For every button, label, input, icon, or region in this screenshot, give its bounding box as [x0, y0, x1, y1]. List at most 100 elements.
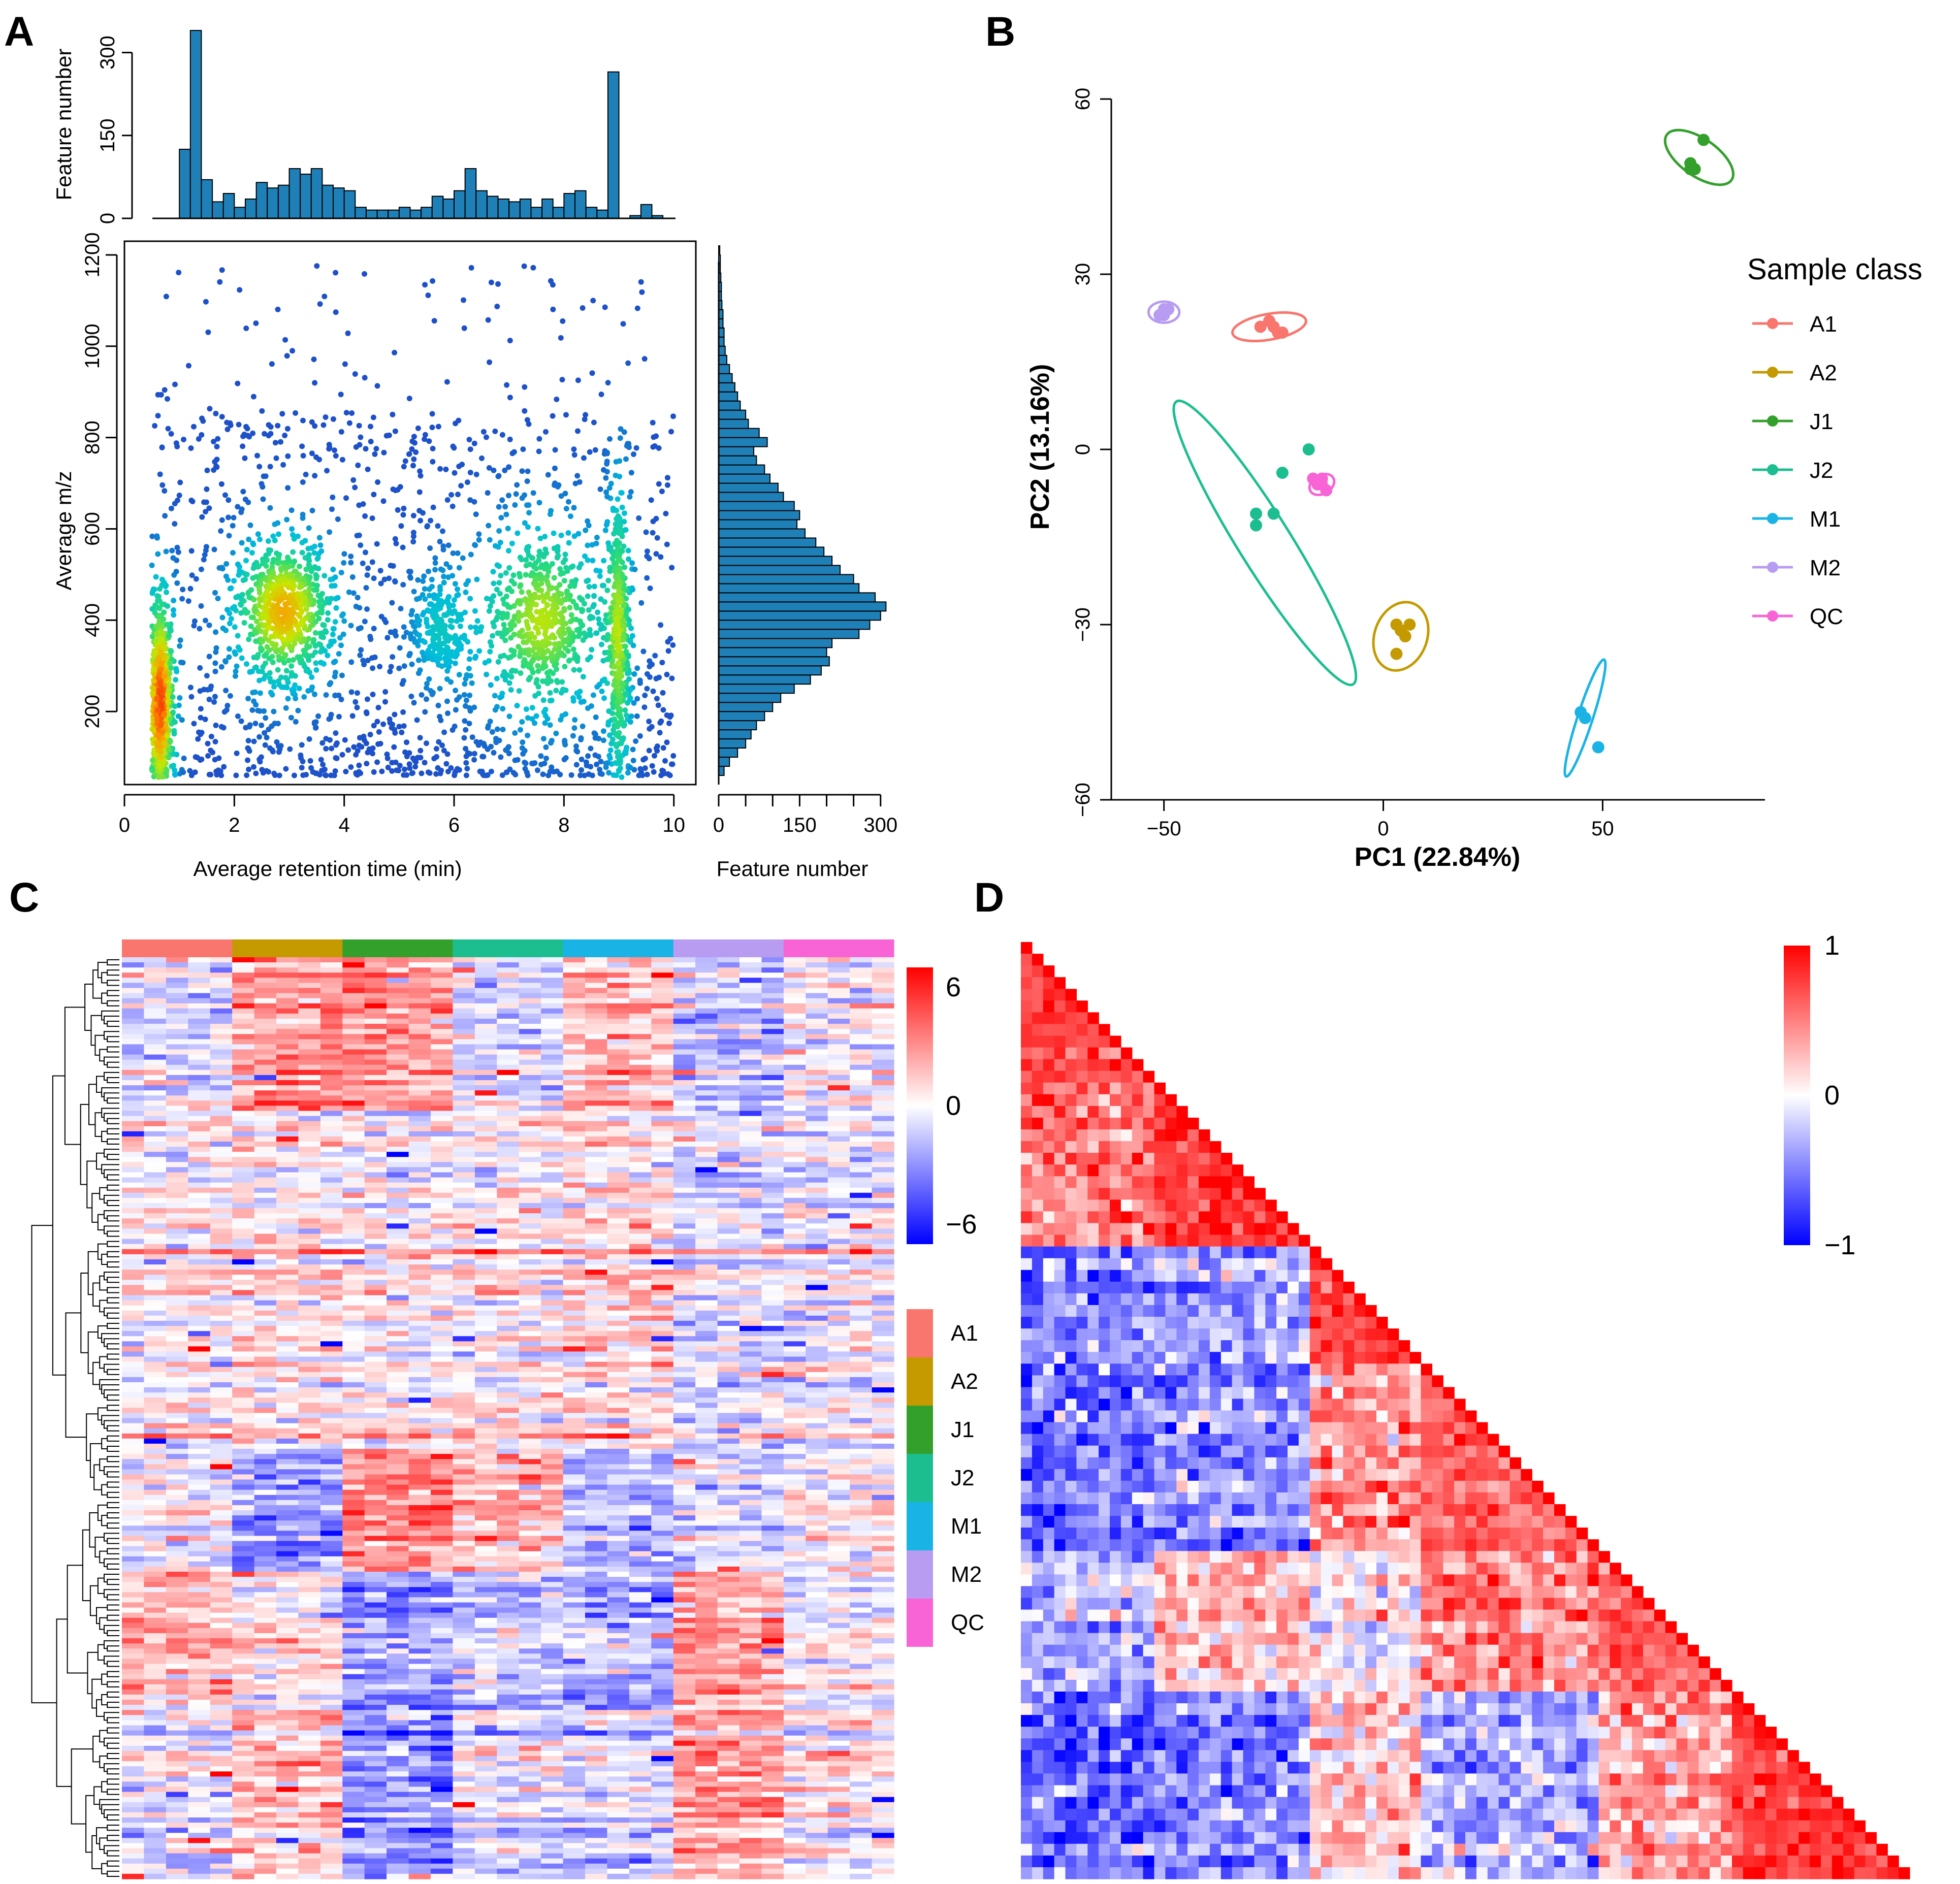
- scatter-point: [654, 535, 660, 541]
- row-dendrogram: [31, 959, 119, 1877]
- heatmap-cell: [342, 1054, 365, 1060]
- heatmap-cell: [408, 993, 431, 999]
- heatmap-cell: [144, 962, 167, 968]
- scatter-point: [519, 719, 525, 725]
- scatter-point: [255, 602, 262, 608]
- heatmap-cell: [232, 1044, 255, 1050]
- scatter-point: [274, 611, 280, 618]
- dendrogram-branch: [92, 969, 102, 999]
- heatmap-cell: [453, 1064, 475, 1070]
- scatter-point: [412, 440, 417, 446]
- scatter-point: [212, 739, 218, 744]
- heatmap-cell: [320, 998, 343, 1004]
- heatmap-cell: [298, 957, 321, 963]
- scatter-point: [601, 676, 607, 683]
- scatter-point: [520, 739, 526, 745]
- scatter-point: [153, 649, 159, 655]
- scatter-point: [558, 717, 564, 723]
- scatter-point: [264, 557, 270, 563]
- heatmap-cell: [585, 988, 607, 994]
- scatter-point: [536, 557, 542, 563]
- scatter-point: [575, 428, 581, 434]
- scatter-point: [330, 566, 336, 572]
- scatter-point: [339, 613, 345, 619]
- heatmap-cell: [276, 1008, 299, 1014]
- scatter-point: [250, 430, 256, 436]
- scatter-point: [605, 722, 611, 728]
- scatter-point: [498, 573, 504, 578]
- heatmap-cell: [122, 1044, 144, 1050]
- heatmap-cell: [431, 957, 453, 963]
- heatmap-cell: [806, 1039, 828, 1045]
- dendrogram-branch: [104, 1420, 119, 1429]
- scatter-point: [613, 642, 619, 648]
- scatter-point: [246, 536, 252, 542]
- scatter-point: [592, 735, 598, 741]
- scatter-point: [463, 760, 469, 766]
- scatter-point: [219, 414, 225, 420]
- scatter-point: [634, 696, 640, 702]
- heatmap-cell: [872, 1059, 894, 1065]
- scatter-point: [330, 416, 336, 422]
- heatmap-cell: [474, 1003, 497, 1009]
- scatter-point: [266, 769, 271, 775]
- heatmap-cell: [651, 1049, 674, 1055]
- scatter-point: [204, 467, 210, 473]
- scatter-point: [657, 730, 663, 736]
- dendrogram-branch: [107, 1261, 119, 1268]
- scatter-point: [421, 657, 427, 663]
- scatter-point: [439, 626, 445, 632]
- scatter-point: [647, 664, 653, 669]
- heatmap-cell: [453, 1044, 475, 1050]
- heatmap-cell: [850, 1029, 873, 1034]
- scatter-point: [509, 540, 515, 546]
- scatter-point: [452, 660, 458, 666]
- scatter-point: [284, 516, 290, 523]
- scatter-point: [275, 560, 281, 566]
- scatter-point: [154, 593, 160, 599]
- scatter-point: [647, 674, 653, 680]
- scatter-point: [562, 597, 568, 603]
- heatmap-cell: [387, 957, 409, 963]
- heatmap-cell: [629, 1054, 652, 1060]
- heatmap-cell: [431, 1024, 453, 1029]
- scatter-point: [606, 770, 612, 776]
- heatmap-cell: [276, 1034, 299, 1040]
- heatmap-cell: [629, 1029, 652, 1034]
- scatter-point: [177, 695, 183, 701]
- scatter-point: [548, 508, 554, 514]
- scatter-point: [171, 598, 177, 603]
- heatmap-cell: [122, 957, 144, 963]
- scatter-point: [354, 533, 360, 539]
- heatmap-cell: [188, 1029, 211, 1034]
- dendrogram-branch: [101, 1694, 108, 1706]
- scatter-point: [496, 473, 502, 479]
- scatter-point: [222, 492, 228, 498]
- scatter-point: [615, 594, 621, 600]
- scatter-point: [571, 505, 577, 511]
- scatter-point: [571, 533, 577, 539]
- scatter-point: [166, 755, 172, 761]
- scatter-point: [334, 755, 340, 761]
- heatmap-cell: [585, 1044, 607, 1050]
- heatmap-cell: [122, 988, 144, 994]
- right-histogram-bar: [718, 464, 765, 475]
- scatter-point: [165, 699, 171, 705]
- heatmap-cell: [497, 1059, 520, 1065]
- heatmap-cell: [519, 1003, 541, 1009]
- scatter-point: [226, 514, 231, 521]
- heatmap-cell: [585, 967, 607, 973]
- dendrogram-branch: [107, 1814, 119, 1821]
- heatmap-cell: [320, 1003, 343, 1009]
- heatmap-cell: [298, 1013, 321, 1019]
- dendrogram-branch: [107, 1241, 119, 1247]
- scatter-point: [527, 614, 533, 620]
- scatter-point: [279, 588, 285, 594]
- scatter-point: [318, 548, 325, 554]
- heatmap-cell: [166, 998, 188, 1004]
- scatter-point: [571, 725, 577, 731]
- scatter-point: [422, 586, 428, 592]
- scatter-point: [626, 676, 632, 682]
- dendrogram-branch: [99, 1300, 108, 1313]
- legend-dot-j1: [1767, 415, 1778, 427]
